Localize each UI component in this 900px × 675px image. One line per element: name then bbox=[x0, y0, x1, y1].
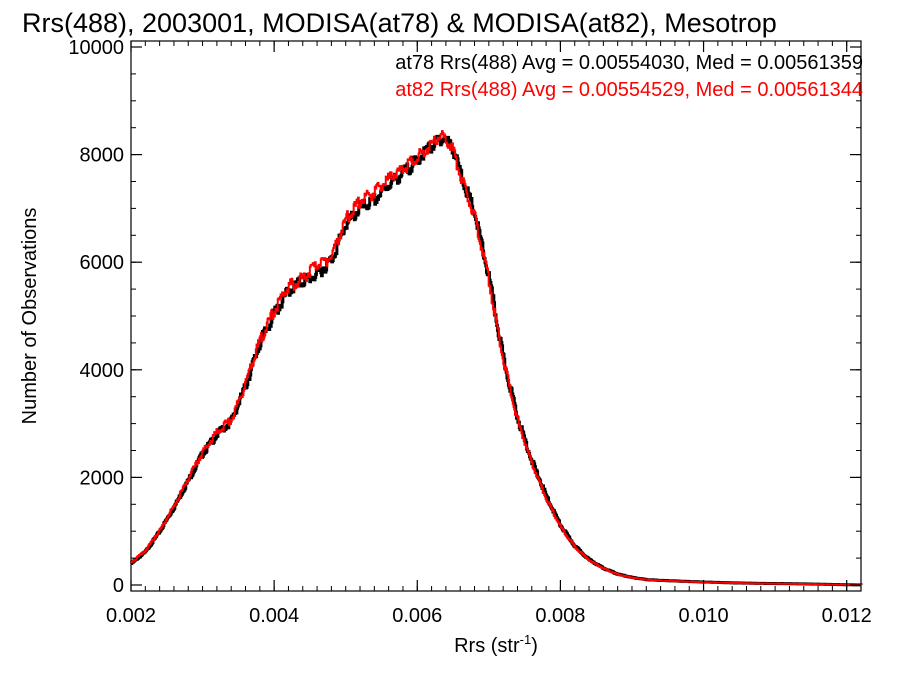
x-tick-label: 0.010 bbox=[679, 605, 729, 627]
annotation-at82: at82 Rrs(488) Avg = 0.00554529, Med = 0.… bbox=[395, 79, 863, 101]
y-tick-label: 6000 bbox=[80, 252, 125, 274]
y-tick-label: 10000 bbox=[68, 37, 124, 59]
chart-title: Rrs(488), 2003001, MODISA(at78) & MODISA… bbox=[22, 8, 777, 38]
y-tick-label: 4000 bbox=[80, 360, 125, 382]
y-tick-label: 0 bbox=[113, 575, 124, 597]
x-tick-label: 0.004 bbox=[249, 605, 299, 627]
x-axis-label: Rrs (str-1) bbox=[454, 632, 538, 657]
ticks-layer: 0.002 0.004 0.006 0.008 0.010 0.012 0 2000 4000 6… bbox=[68, 37, 871, 627]
series-1-line bbox=[130, 130, 862, 586]
x-tick-label: 0.006 bbox=[392, 605, 442, 627]
x-tick-label: 0.012 bbox=[822, 605, 872, 627]
y-axis-label: Number of Observations bbox=[19, 208, 41, 425]
series-layer bbox=[130, 130, 863, 587]
annotation-at78: at78 Rrs(488) Avg = 0.00554030, Med = 0.… bbox=[395, 52, 863, 74]
series-0-line bbox=[130, 134, 863, 587]
x-tick-label: 0.008 bbox=[535, 605, 585, 627]
y-tick-label: 8000 bbox=[80, 145, 125, 167]
x-axis-label-superscript: -1 bbox=[520, 632, 532, 647]
x-tick-label: 0.002 bbox=[106, 605, 156, 627]
y-tick-label: 2000 bbox=[80, 467, 125, 489]
